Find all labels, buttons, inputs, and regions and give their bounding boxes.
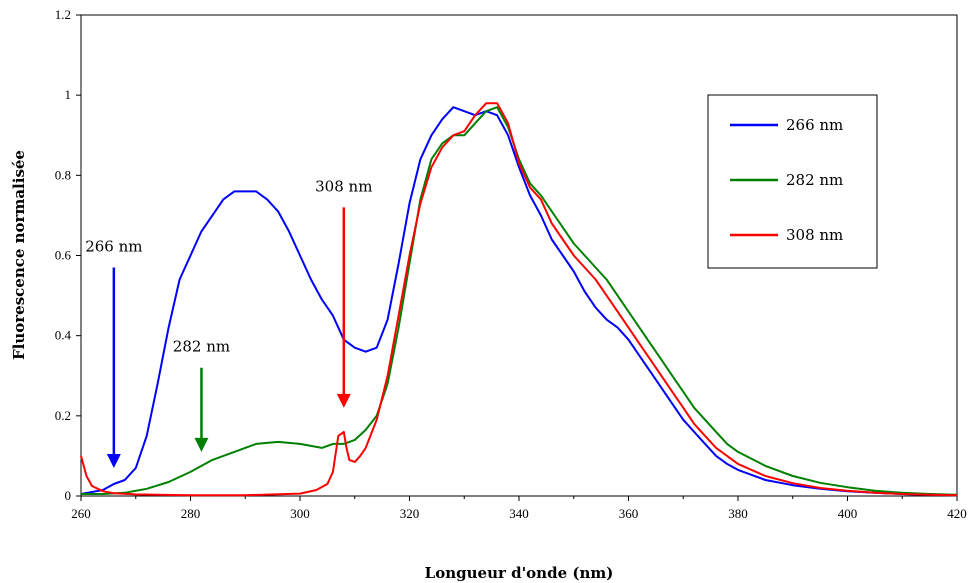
x-tick-label: 380: [728, 506, 748, 521]
y-tick-label: 0.6: [55, 248, 72, 263]
annotation-label: 308 nm: [315, 177, 372, 195]
x-axis-title: Longueur d'onde (nm): [425, 564, 614, 582]
x-tick-label: 360: [619, 506, 639, 521]
annotation-arrow-head: [194, 437, 209, 452]
x-tick-label: 420: [947, 506, 967, 521]
series-group: [80, 102, 958, 497]
y-tick-label: 0.2: [55, 408, 71, 423]
x-tick-label: 300: [290, 506, 310, 521]
y-axis-title: Fluorescence normalisée: [10, 150, 28, 360]
annotation-arrow-head: [106, 453, 121, 468]
annotation-arrow-head: [336, 393, 351, 408]
y-tick-label: 1.2: [55, 7, 71, 22]
legend-label: 282 nm: [786, 171, 843, 189]
x-tick-label: 340: [509, 506, 529, 521]
y-tick-label: 1: [65, 87, 72, 102]
x-tick-label: 320: [400, 506, 420, 521]
x-tick-label: 400: [838, 506, 858, 521]
annotation-label: 266 nm: [85, 238, 142, 256]
legend: 266 nm 282 nm 308 nm: [707, 94, 878, 269]
legend-label: 266 nm: [786, 116, 843, 134]
legend-label: 308 nm: [786, 226, 843, 244]
y-tick-label: 0: [65, 488, 72, 503]
y-tick-label: 0.4: [55, 328, 72, 343]
axes-group: 260 280 300 320 340 360 380 400 420 0 0.2 0.4 0.6 0.8…: [55, 7, 967, 521]
series-line-308-nm: [80, 102, 958, 497]
x-tick-label: 280: [181, 506, 201, 521]
x-tick-label: 260: [71, 506, 91, 521]
series-line-266-nm: [80, 106, 958, 497]
annotations-group: 266 nm 282 nm 308 nm: [85, 177, 372, 468]
y-tick-label: 0.8: [55, 167, 71, 182]
annotation-label: 282 nm: [173, 338, 230, 356]
